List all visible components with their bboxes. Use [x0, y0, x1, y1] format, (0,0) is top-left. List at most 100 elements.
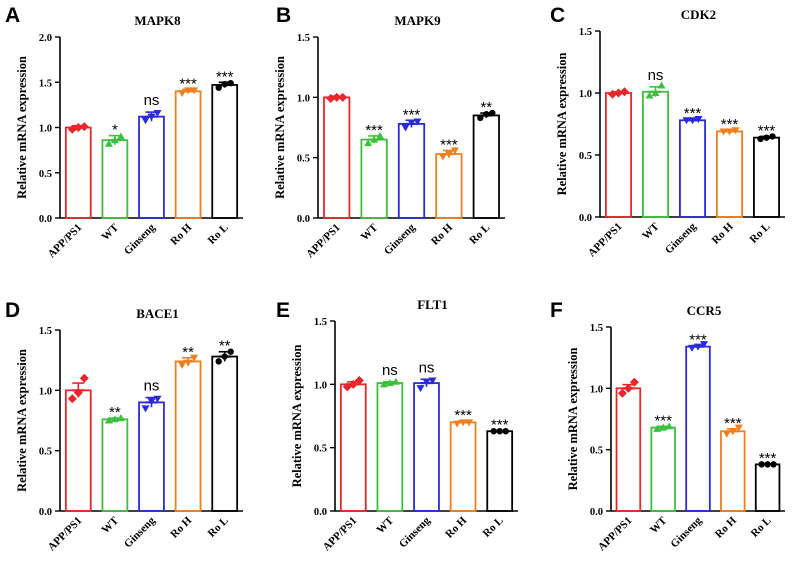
chart-panel-a: A MAPK8 Relative mRNA expression 0.0 0.5 1.0 1… [5, 4, 243, 260]
data-point [370, 135, 379, 143]
chart-panel-c: C CDK2 Relative mRNA expression 0.0 0.5 1.0 1.… [550, 4, 785, 259]
bar [605, 92, 632, 218]
bar [101, 418, 129, 512]
x-tick-label: Ro L [206, 515, 231, 540]
y-tick-label: 1.5 [39, 78, 52, 89]
chart-title: CCR5 [687, 303, 722, 318]
data-point [116, 414, 125, 422]
data-point [190, 354, 199, 362]
data-point [67, 394, 77, 404]
data-point [221, 353, 228, 360]
data-point [332, 92, 342, 102]
data-point [428, 377, 437, 385]
data-point [104, 416, 113, 424]
data-point [110, 415, 119, 423]
bar [679, 119, 706, 218]
chart-title: CDK2 [681, 7, 716, 22]
data-point [734, 424, 743, 432]
data-point [763, 134, 770, 141]
data-point [153, 395, 162, 403]
data-point [614, 88, 623, 98]
data-point [758, 461, 765, 468]
data-point [79, 122, 89, 132]
y-tick-label: 1.5 [590, 323, 603, 334]
y-axis-label: Relative mRNA expression [555, 53, 569, 196]
x-tick-label: Ro H [713, 514, 739, 540]
data-point [617, 388, 627, 398]
significance-label: ** [219, 338, 231, 355]
data-point [385, 379, 394, 387]
data-point [221, 80, 228, 88]
x-tick-label: Ro H [168, 221, 194, 247]
y-axis-label: Relative mRNA expression [566, 348, 580, 491]
significance-label: *** [759, 450, 777, 467]
data-point [450, 147, 459, 155]
data-point [364, 139, 373, 147]
significance-label: *** [216, 68, 234, 85]
bar [376, 382, 404, 512]
y-tick-label: 0.5 [314, 444, 327, 455]
y-axis-label: Relative mRNA expression [15, 56, 29, 199]
bar [138, 401, 165, 512]
bar [64, 389, 92, 512]
significance-label: *** [684, 105, 702, 122]
x-tick-label: Ro H [168, 514, 194, 540]
data-point [770, 461, 777, 468]
significance-label: * [112, 122, 118, 139]
bar [174, 360, 202, 512]
bar [339, 383, 367, 512]
bar [435, 153, 463, 219]
bar [101, 139, 129, 219]
x-tick-label: Ginseng [397, 514, 433, 550]
data-point [391, 377, 400, 385]
y-axis-label: Relative mRNA expression [290, 345, 304, 488]
y-tick-label: 1.5 [39, 326, 52, 337]
data-point [401, 124, 410, 132]
x-tick-label: WT [100, 514, 122, 536]
bar [754, 463, 781, 512]
x-tick-label: Ginseng [663, 220, 699, 256]
bar [64, 126, 92, 219]
x-tick-label: Ro L [467, 222, 492, 247]
significance-label: *** [403, 106, 421, 123]
bar [720, 430, 746, 512]
data-point [502, 428, 509, 435]
data-point [653, 424, 662, 432]
y-tick-label: 0.5 [590, 446, 603, 457]
x-tick-label: WT [648, 514, 670, 536]
data-point [227, 348, 234, 355]
data-point [190, 87, 199, 95]
data-point [116, 132, 125, 140]
data-point [147, 113, 156, 121]
data-point [722, 430, 731, 438]
data-point [147, 398, 156, 406]
bar [650, 426, 676, 512]
significance-label: ** [480, 99, 492, 116]
data-point [769, 133, 776, 140]
data-point [608, 89, 617, 99]
data-point [651, 89, 660, 96]
data-point [348, 379, 358, 389]
x-tick-label: Ro H [429, 221, 455, 247]
data-point [465, 419, 474, 427]
data-point [227, 79, 234, 87]
x-tick-label: Ro H [710, 220, 736, 246]
bar [472, 114, 500, 219]
data-point [379, 380, 388, 388]
panel-letter: E [276, 299, 290, 322]
y-tick-label: 1.0 [590, 384, 603, 395]
y-tick-label: 0.5 [39, 169, 52, 180]
data-point [620, 87, 629, 97]
y-tick-label: 1.0 [579, 89, 592, 100]
data-point [178, 361, 187, 369]
bar [685, 345, 711, 512]
x-tick-label: Ginseng [122, 221, 158, 257]
data-point [764, 461, 771, 468]
y-tick-label: 0.5 [579, 151, 592, 162]
data-point [688, 117, 697, 125]
chart-title: MAPK8 [134, 13, 181, 28]
data-point [178, 90, 187, 98]
bar [449, 421, 477, 512]
bar [642, 90, 669, 218]
significance-label: *** [491, 417, 509, 434]
